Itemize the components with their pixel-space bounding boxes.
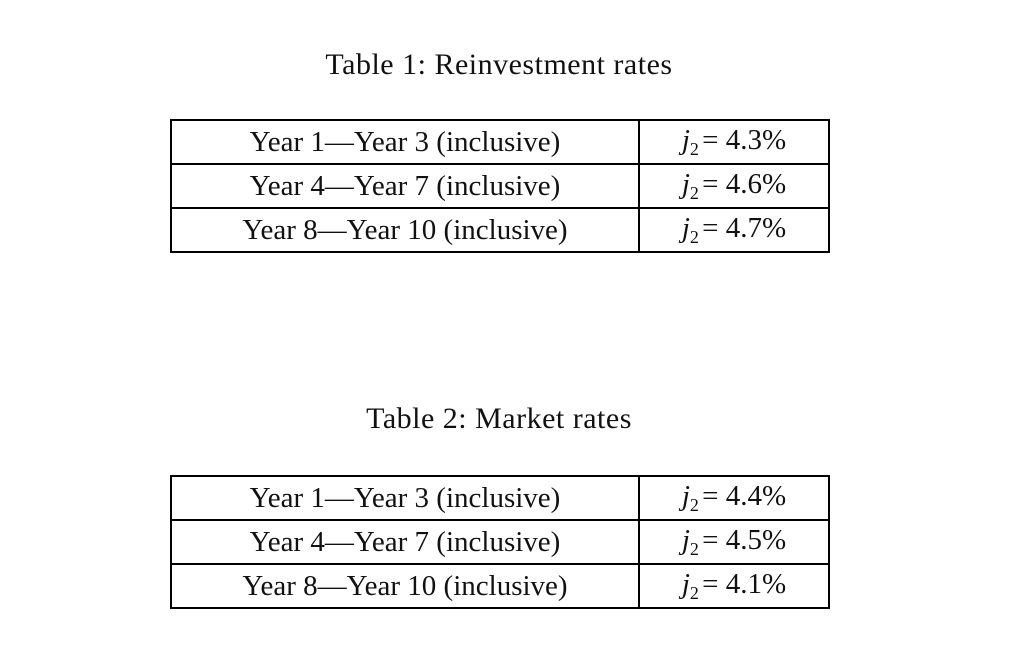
rate-value: = 4.5% <box>702 524 787 557</box>
rate-subscript: 2 <box>689 226 699 247</box>
rate-variable: j <box>681 480 690 513</box>
rate-cell: j2 = 4.4% <box>638 475 830 521</box>
table-2-caption: Table 2: Market rates <box>366 402 632 435</box>
period-cell: Year 4—Year 7 (inclusive) <box>170 163 640 209</box>
table-row: Year 8—Year 10 (inclusive) j2 = 4.1% <box>170 563 830 609</box>
rate-value: = 4.4% <box>702 480 787 513</box>
rate-value: = 4.7% <box>702 212 787 245</box>
table-row: Year 1—Year 3 (inclusive) j2 = 4.3% <box>170 119 830 165</box>
rate-subscript: 2 <box>689 182 699 203</box>
rate-value: = 4.3% <box>702 124 787 157</box>
rate-variable: j <box>681 568 690 601</box>
rate-subscript: 2 <box>689 582 699 603</box>
period-cell: Year 4—Year 7 (inclusive) <box>170 519 640 565</box>
rate-subscript: 2 <box>689 538 699 559</box>
reinvestment-rates-table: Year 1—Year 3 (inclusive) j2 = 4.3% Year … <box>170 119 830 253</box>
table-row: Year 4—Year 7 (inclusive) j2 = 4.6% <box>170 163 830 209</box>
rate-cell: j2 = 4.3% <box>638 119 830 165</box>
table-row: Year 4—Year 7 (inclusive) j2 = 4.5% <box>170 519 830 565</box>
rate-variable: j <box>681 124 690 157</box>
period-cell: Year 1—Year 3 (inclusive) <box>170 119 640 165</box>
period-cell: Year 8—Year 10 (inclusive) <box>170 207 640 253</box>
rate-subscript: 2 <box>689 138 699 159</box>
market-rates-table: Year 1—Year 3 (inclusive) j2 = 4.4% Year … <box>170 475 830 609</box>
rate-cell: j2 = 4.6% <box>638 163 830 209</box>
rate-variable: j <box>681 524 690 557</box>
rate-cell: j2 = 4.5% <box>638 519 830 565</box>
rate-variable: j <box>681 212 690 245</box>
rate-value: = 4.1% <box>702 568 787 601</box>
period-cell: Year 8—Year 10 (inclusive) <box>170 563 640 609</box>
rate-value: = 4.6% <box>702 168 787 201</box>
rate-cell: j2 = 4.1% <box>638 563 830 609</box>
table-1-caption: Table 1: Reinvestment rates <box>325 48 673 81</box>
rate-cell: j2 = 4.7% <box>638 207 830 253</box>
table-row: Year 8—Year 10 (inclusive) j2 = 4.7% <box>170 207 830 253</box>
rate-subscript: 2 <box>689 494 699 515</box>
table-row: Year 1—Year 3 (inclusive) j2 = 4.4% <box>170 475 830 521</box>
rate-variable: j <box>681 168 690 201</box>
period-cell: Year 1—Year 3 (inclusive) <box>170 475 640 521</box>
